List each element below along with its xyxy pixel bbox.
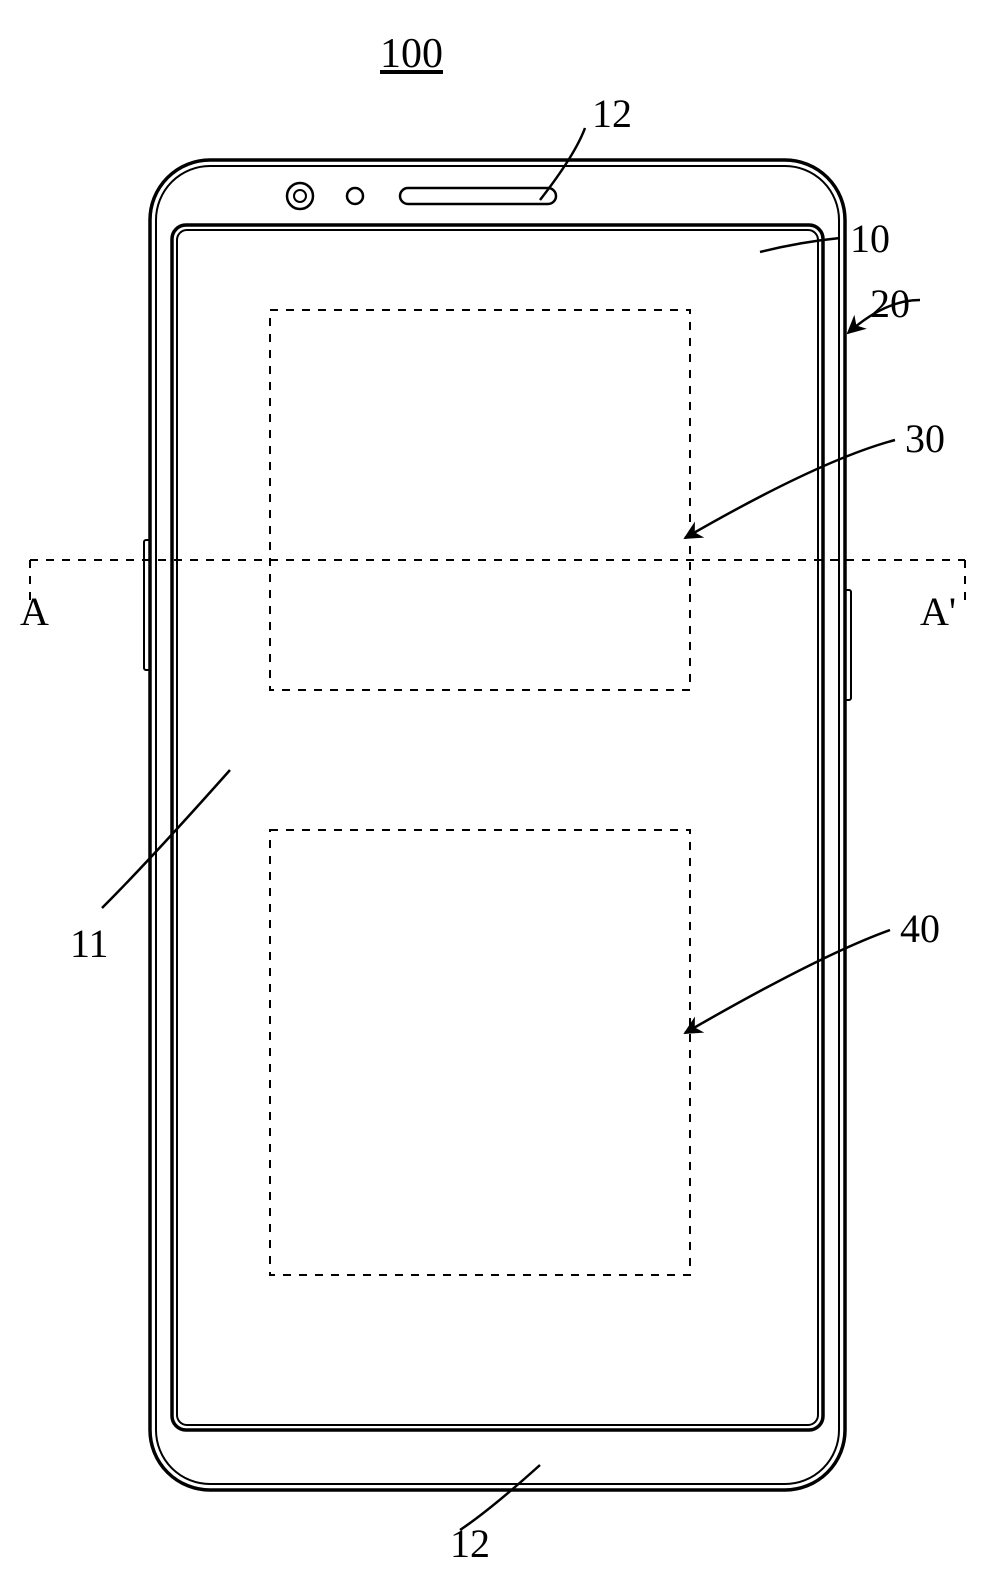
phone-screen-inner [177,230,818,1425]
label-20: 20 [870,280,910,327]
side-button-right [845,590,851,700]
phone-outer [150,160,845,1490]
camera-icon [294,190,306,202]
region-30 [270,310,690,690]
section-label-a-prime: A' [920,588,956,635]
label-11: 11 [70,920,109,967]
figure-number: 100 [380,30,443,78]
label-10: 10 [850,215,890,262]
phone-outer-inner [156,166,839,1484]
speaker-icon [400,188,556,204]
diagram-svg [0,0,991,1572]
section-label-a: A [20,588,49,635]
label-40: 40 [900,905,940,952]
label-12-top: 12 [592,90,632,137]
label-12-bottom: 12 [450,1520,490,1567]
camera-icon [287,183,313,209]
label-30: 30 [905,415,945,462]
sensor-icon [347,188,363,204]
figure-canvas: 100 12 10 20 30 A A' 11 40 12 [0,0,991,1572]
region-40 [270,830,690,1275]
